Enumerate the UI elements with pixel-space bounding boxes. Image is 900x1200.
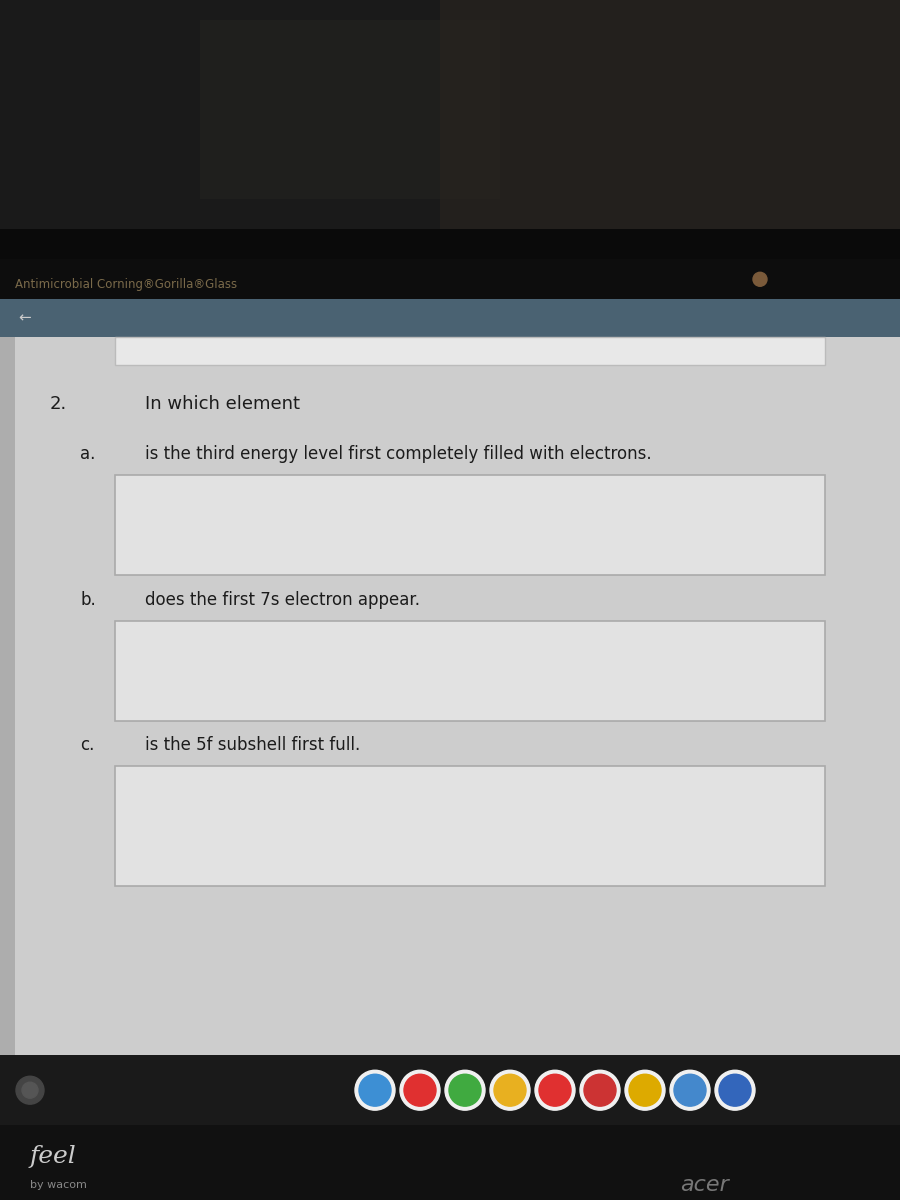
FancyBboxPatch shape — [0, 259, 900, 299]
FancyBboxPatch shape — [115, 766, 825, 886]
Circle shape — [584, 1074, 616, 1106]
Circle shape — [580, 1070, 620, 1110]
Circle shape — [445, 1070, 485, 1110]
Circle shape — [490, 1070, 530, 1110]
Circle shape — [753, 272, 767, 287]
Text: 2.: 2. — [50, 395, 68, 413]
Text: In which element: In which element — [145, 395, 300, 413]
FancyBboxPatch shape — [0, 337, 15, 1055]
Circle shape — [719, 1074, 751, 1106]
FancyBboxPatch shape — [440, 0, 900, 229]
FancyBboxPatch shape — [0, 299, 900, 337]
Text: a.: a. — [80, 445, 95, 463]
FancyBboxPatch shape — [200, 20, 500, 199]
Circle shape — [449, 1074, 481, 1106]
FancyBboxPatch shape — [0, 337, 900, 1055]
Circle shape — [400, 1070, 440, 1110]
Circle shape — [535, 1070, 575, 1110]
FancyBboxPatch shape — [115, 475, 825, 575]
FancyBboxPatch shape — [0, 0, 900, 229]
Circle shape — [670, 1070, 710, 1110]
Circle shape — [625, 1070, 665, 1110]
FancyBboxPatch shape — [0, 229, 900, 259]
Circle shape — [494, 1074, 526, 1106]
Text: b.: b. — [80, 592, 95, 610]
FancyBboxPatch shape — [0, 1055, 900, 1126]
FancyBboxPatch shape — [0, 1126, 900, 1200]
Circle shape — [16, 1076, 44, 1104]
Text: c.: c. — [80, 736, 94, 754]
Text: acer: acer — [680, 1175, 729, 1195]
Text: is the third energy level first completely filled with electrons.: is the third energy level first complete… — [145, 445, 652, 463]
FancyBboxPatch shape — [115, 337, 825, 365]
Text: by wacom: by wacom — [30, 1180, 87, 1190]
Text: ←: ← — [18, 311, 31, 325]
Circle shape — [355, 1070, 395, 1110]
Circle shape — [404, 1074, 436, 1106]
Circle shape — [22, 1082, 38, 1098]
Text: is the 5f subshell first full.: is the 5f subshell first full. — [145, 736, 360, 754]
Circle shape — [359, 1074, 391, 1106]
Text: feel: feel — [30, 1145, 76, 1168]
Circle shape — [629, 1074, 661, 1106]
Circle shape — [674, 1074, 706, 1106]
FancyBboxPatch shape — [115, 622, 825, 721]
Text: Antimicrobial Corning®Gorilla®Glass: Antimicrobial Corning®Gorilla®Glass — [15, 277, 237, 290]
Circle shape — [539, 1074, 571, 1106]
Text: does the first 7s electron appear.: does the first 7s electron appear. — [145, 592, 420, 610]
Circle shape — [715, 1070, 755, 1110]
